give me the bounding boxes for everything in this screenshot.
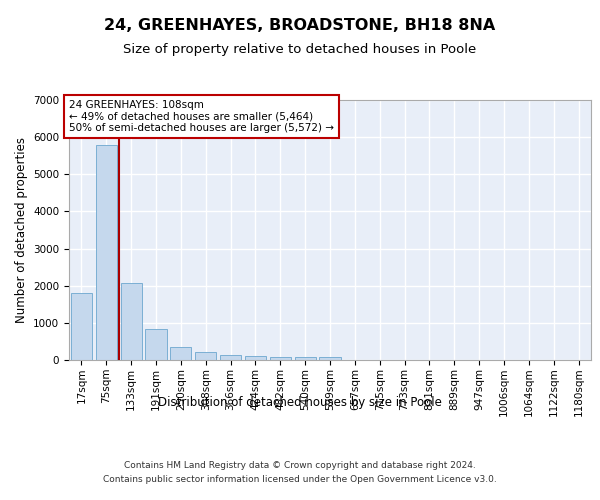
Text: Contains public sector information licensed under the Open Government Licence v3: Contains public sector information licen… xyxy=(103,476,497,484)
Text: Distribution of detached houses by size in Poole: Distribution of detached houses by size … xyxy=(158,396,442,409)
Bar xyxy=(145,329,167,360)
Bar xyxy=(245,356,266,360)
Bar xyxy=(295,358,316,360)
Bar xyxy=(121,284,142,360)
Text: Contains HM Land Registry data © Crown copyright and database right 2024.: Contains HM Land Registry data © Crown c… xyxy=(124,460,476,469)
Y-axis label: Number of detached properties: Number of detached properties xyxy=(14,137,28,323)
Bar xyxy=(96,146,117,360)
Text: 24, GREENHAYES, BROADSTONE, BH18 8NA: 24, GREENHAYES, BROADSTONE, BH18 8NA xyxy=(104,18,496,32)
Text: Size of property relative to detached houses in Poole: Size of property relative to detached ho… xyxy=(124,42,476,56)
Bar xyxy=(270,358,291,360)
Bar xyxy=(195,352,216,360)
Bar xyxy=(71,293,92,360)
Bar xyxy=(170,347,191,360)
Bar xyxy=(220,355,241,360)
Text: 24 GREENHAYES: 108sqm
← 49% of detached houses are smaller (5,464)
50% of semi-d: 24 GREENHAYES: 108sqm ← 49% of detached … xyxy=(69,100,334,133)
Bar xyxy=(319,357,341,360)
